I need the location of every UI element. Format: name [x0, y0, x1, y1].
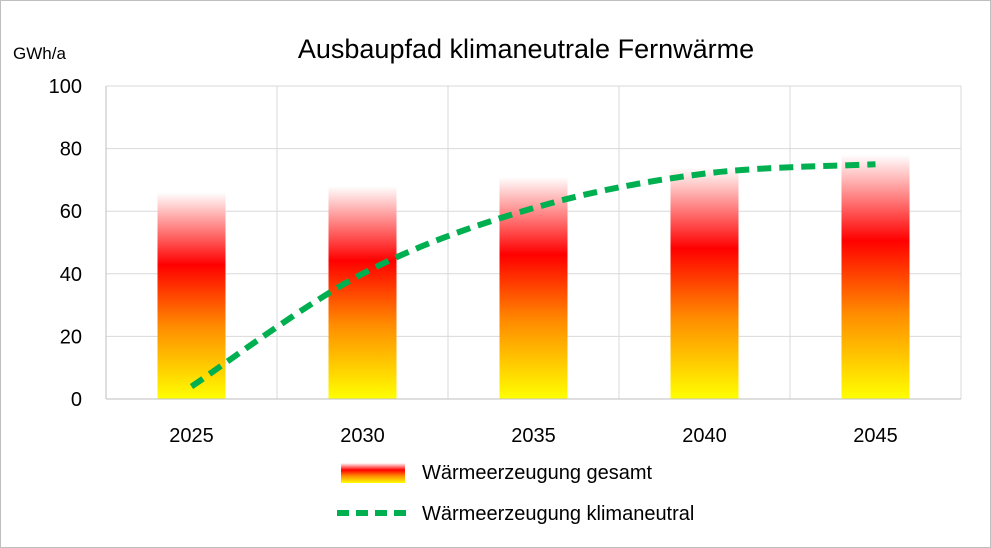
y-tick-label: 0	[71, 389, 82, 411]
y-tick-label: 60	[60, 201, 82, 223]
chart-title: Ausbaupfad klimaneutrale Fernwärme	[298, 34, 754, 64]
legend-label-gesamt: Wärmeerzeugung gesamt	[422, 462, 653, 484]
bar-2045	[841, 154, 910, 399]
x-tick-label: 2035	[511, 425, 556, 447]
bars	[157, 154, 910, 399]
x-tick-label: 2030	[340, 425, 385, 447]
legend-label-klimaneutral: Wärmeerzeugung klimaneutral	[422, 503, 694, 525]
bar-2030	[328, 186, 397, 399]
line-klimaneutral	[189, 161, 876, 389]
x-tick-label: 2045	[853, 425, 898, 447]
bar-2025	[157, 192, 226, 399]
line-series	[189, 161, 876, 389]
x-tick-label: 2040	[682, 425, 727, 447]
y-tick-label: 40	[60, 264, 82, 286]
y-tick-label: 80	[60, 139, 82, 161]
y-tick-label: 20	[60, 326, 82, 348]
legend-swatch-gesamt	[341, 463, 405, 483]
bar-2040	[670, 167, 739, 399]
y-axis-unit: GWh/a	[13, 44, 66, 63]
y-tick-label: 100	[49, 76, 82, 98]
legend: Wärmeerzeugung gesamt Wärmeerzeugung kli…	[337, 462, 694, 525]
x-tick-label: 2025	[169, 425, 214, 447]
